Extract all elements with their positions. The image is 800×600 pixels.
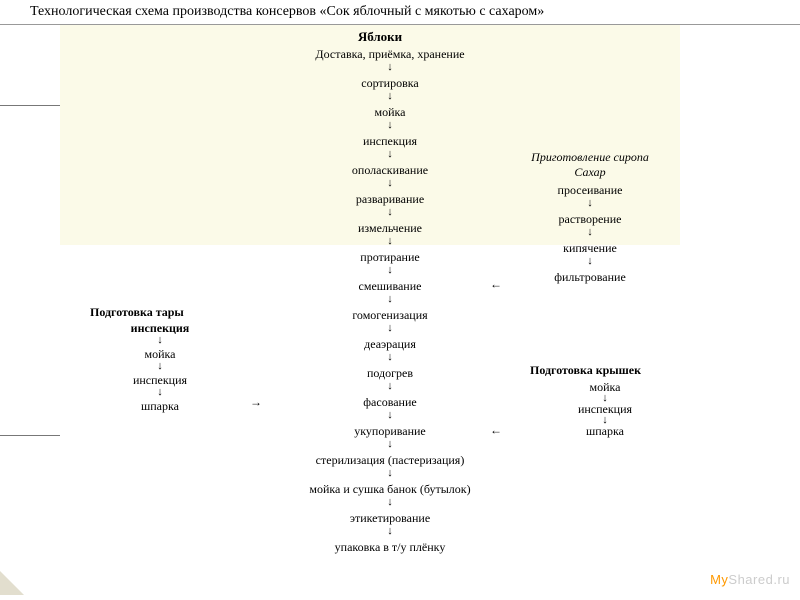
right-step: просеивание — [530, 183, 650, 198]
arrow-down-icon: ↓ — [380, 322, 400, 334]
arrow-down-icon: ↓ — [380, 293, 400, 305]
arrow-down-icon: ↓ — [380, 351, 400, 363]
center-step: ополаскивание — [280, 163, 500, 178]
right-header-2: Сахар — [505, 165, 675, 180]
accent-line-2 — [0, 435, 60, 436]
arrow-down-icon: ↓ — [580, 226, 600, 238]
watermark-part2: Shared.ru — [728, 572, 790, 587]
arrow-down-icon: ↓ — [380, 467, 400, 479]
arrow-down-icon: ↓ — [380, 206, 400, 218]
arrow-filter-to-mix: ← — [490, 277, 502, 292]
right-step: кипячение — [530, 241, 650, 256]
watermark-part1: My — [710, 572, 728, 587]
center-step: гомогенизация — [280, 308, 500, 323]
arrow-down-icon: ↓ — [150, 386, 170, 398]
arrow-down-icon: ↓ — [150, 334, 170, 346]
right-step: растворение — [530, 212, 650, 227]
left-step: шпарка — [110, 399, 210, 414]
arrow-down-icon: ↓ — [380, 61, 400, 73]
arrow-down-icon: ↓ — [150, 360, 170, 372]
center-step: упаковка в т/у плёнку — [280, 540, 500, 555]
arrow-down-icon: ↓ — [380, 438, 400, 450]
center-step: подогрев — [280, 366, 500, 381]
arrow-down-icon: ↓ — [380, 148, 400, 160]
center-step: протирание — [280, 250, 500, 265]
diagram-content: Яблоки Доставка, приёмка, хранение↓сорти… — [0, 25, 800, 595]
left-header: Подготовка тары — [90, 305, 184, 320]
center-step: смешивание — [280, 279, 500, 294]
arrow-down-icon: ↓ — [380, 90, 400, 102]
center-step: разваривание — [280, 192, 500, 207]
center-step: измельчение — [280, 221, 500, 236]
arrow-down-icon: ↓ — [380, 235, 400, 247]
center-step: стерилизация (пастеризация) — [280, 453, 500, 468]
right-header-1: Приготовление сиропа — [505, 150, 675, 165]
center-step: фасование — [280, 395, 500, 410]
arrow-down-icon: ↓ — [380, 177, 400, 189]
right2-header: Подготовка крышек — [530, 363, 641, 378]
watermark: MyShared.ru — [710, 572, 790, 587]
center-step: мойка и сушка банок (бутылок) — [280, 482, 500, 497]
arrow-lids-to-cap: ← — [490, 423, 502, 438]
arrow-down-icon: ↓ — [580, 197, 600, 209]
arrow-down-icon: ↓ — [380, 119, 400, 131]
arrow-down-icon: ↓ — [380, 264, 400, 276]
corner-fold — [0, 571, 24, 595]
center-step: деаэрация — [280, 337, 500, 352]
center-step: инспекция — [280, 134, 500, 149]
arrow-down-icon: ↓ — [380, 496, 400, 508]
center-step: мойка — [280, 105, 500, 120]
arrow-down-icon: ↓ — [380, 380, 400, 392]
main-header: Яблоки — [280, 29, 480, 45]
arrow-down-icon: ↓ — [380, 409, 400, 421]
diagram-title: Технологическая схема производства консе… — [0, 0, 800, 25]
center-step: этикетирование — [280, 511, 500, 526]
arrow-down-icon: ↓ — [580, 255, 600, 267]
accent-line-1 — [0, 105, 60, 106]
arrow-down-icon: ↓ — [380, 525, 400, 537]
right2-step: шпарка — [555, 424, 655, 439]
arrow-tara-to-fill: → — [250, 395, 262, 410]
center-step: Доставка, приёмка, хранение — [280, 47, 500, 62]
center-step: сортировка — [280, 76, 500, 91]
center-step: укупоривание — [280, 424, 500, 439]
right-step: фильтрование — [530, 270, 650, 285]
